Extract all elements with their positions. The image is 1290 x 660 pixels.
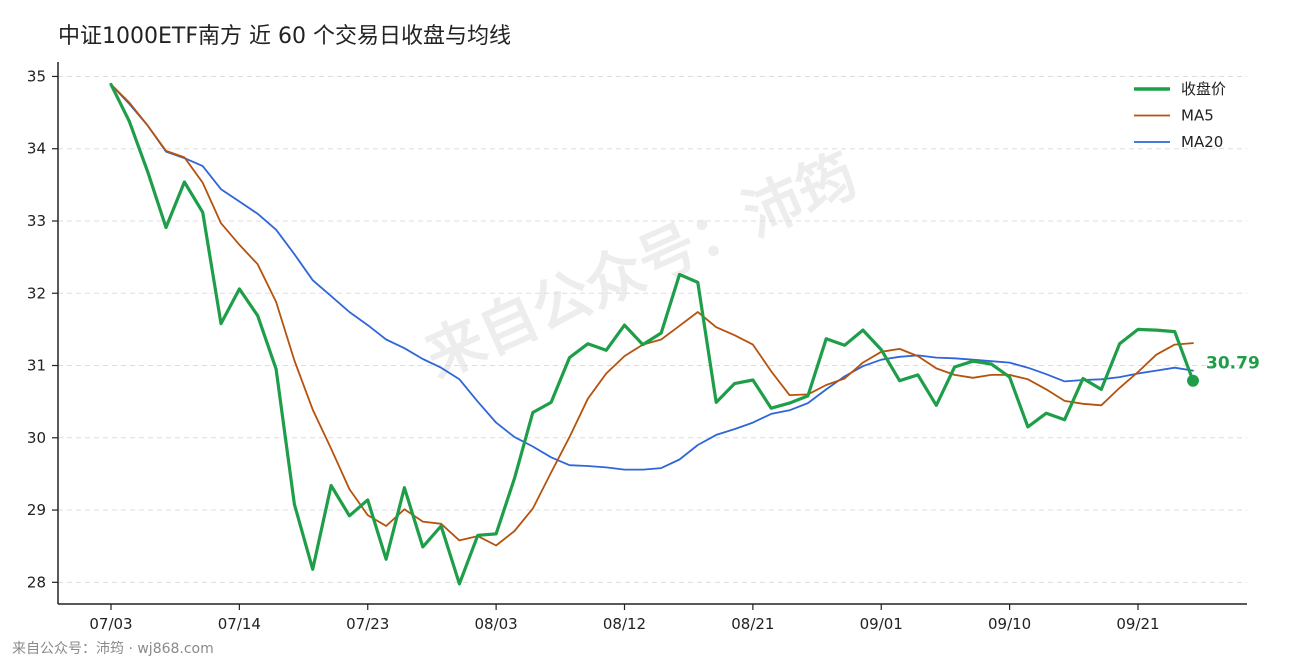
x-tick-label: 09/21 [1116, 615, 1159, 633]
last-close-label: 30.79 [1206, 354, 1260, 374]
last-value-annotation: 30.79 [1187, 354, 1260, 387]
y-tick-label: 30 [27, 429, 46, 447]
x-tick-label: 09/01 [860, 615, 903, 633]
footer-credit: 来自公众号：沛筠 · wj868.com [12, 641, 214, 657]
y-tick-label: 35 [27, 67, 46, 85]
legend-label-ma20: MA20 [1181, 133, 1223, 151]
y-tick-label: 29 [27, 501, 46, 519]
grid-lines [58, 75, 1247, 583]
series-line-ma20 [110, 83, 1194, 471]
legend-label-ma5: MA5 [1181, 107, 1214, 125]
watermark-text: 来自公众号：沛筠 [415, 140, 867, 391]
chart-title: 中证1000ETF南方 近 60 个交易日收盘与均线 [58, 24, 511, 49]
legend: 收盘价 MA5 MA20 [1134, 80, 1226, 151]
x-tick-label: 08/03 [475, 615, 518, 633]
x-tick-label: 07/23 [346, 615, 389, 633]
y-tick-label: 33 [27, 212, 46, 230]
series-line-ma5 [110, 83, 1194, 547]
x-tick-label: 09/10 [988, 615, 1031, 633]
series-line-close [109, 82, 1195, 586]
y-tick-label: 32 [27, 284, 46, 302]
x-tick-label: 08/21 [731, 615, 774, 633]
last-close-marker [1187, 374, 1199, 387]
x-tick-label: 07/14 [218, 615, 261, 633]
series-lines [109, 82, 1195, 586]
x-tick-label: 07/03 [89, 615, 132, 633]
y-tick-label: 34 [27, 140, 46, 158]
watermark: 来自公众号：沛筠 [415, 140, 867, 391]
y-tick-label: 28 [27, 573, 46, 591]
y-tick-label: 31 [27, 357, 46, 375]
x-tick-label: 08/12 [603, 615, 646, 633]
axes: 28 29 30 31 32 33 34 35 07/03 07/14 07/23 08/03 08/1… [27, 62, 1247, 633]
legend-label-close: 收盘价 [1181, 80, 1226, 98]
